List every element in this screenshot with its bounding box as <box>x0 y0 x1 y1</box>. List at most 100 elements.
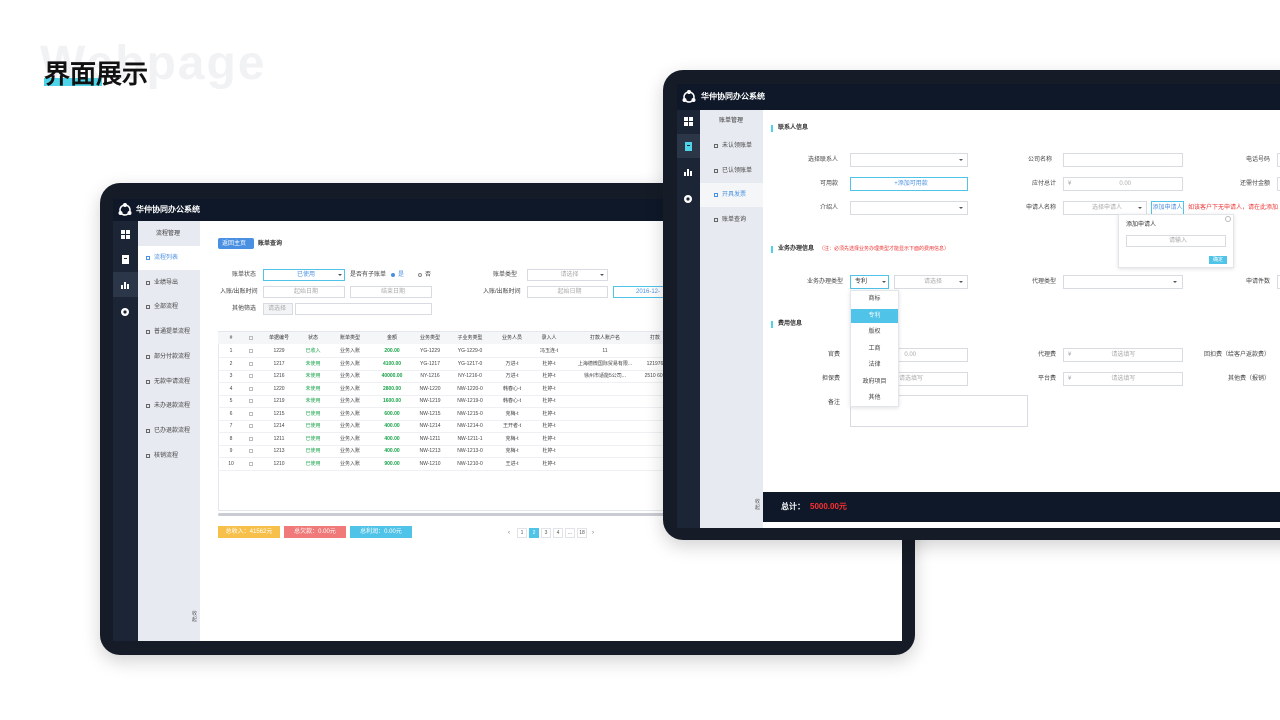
column-header: 业务人员 <box>501 335 522 341</box>
sub-select[interactable]: 请选择 <box>894 275 968 289</box>
dropdown-option[interactable]: 政府项目 <box>862 378 887 385</box>
type-select[interactable]: 请选择 <box>527 269 608 281</box>
page-button[interactable]: 4 <box>553 528 563 538</box>
menu-item[interactable]: 未认领账单 <box>722 143 753 149</box>
menu-item[interactable]: 核销流程 <box>154 452 179 459</box>
checkbox[interactable] <box>249 386 253 391</box>
field-label: 公司名称 <box>1027 157 1052 163</box>
radio-off[interactable] <box>418 273 422 277</box>
applicant-select[interactable]: 选择申请人 <box>1063 201 1147 215</box>
icon-grid[interactable] <box>684 117 693 126</box>
summary-pill: 总收入：41562元 <box>218 526 280 538</box>
icon-chart[interactable] <box>684 168 693 176</box>
phone-input[interactable] <box>1277 153 1280 167</box>
checkbox[interactable] <box>249 424 253 428</box>
checkbox[interactable] <box>249 349 253 353</box>
add-applicant[interactable]: 添加申请人 <box>1151 201 1184 215</box>
column-header: 录入人 <box>541 335 557 341</box>
button-label: +添加可用款 <box>894 181 928 187</box>
menu-item[interactable]: 部分付款流程 <box>154 353 191 360</box>
dropdown-option[interactable]: 版权 <box>868 329 881 335</box>
table-cell: 克梅-t <box>505 448 519 454</box>
table-cell: NW-1219 <box>419 398 441 404</box>
platform-input[interactable]: ¥ 请选填写 <box>1063 372 1183 386</box>
dropdown-option[interactable]: 专利 <box>868 312 881 319</box>
count-input[interactable] <box>1277 275 1280 289</box>
icon-grid[interactable] <box>121 230 130 239</box>
menu-item[interactable]: 无款申请流程 <box>154 378 191 385</box>
checkbox[interactable] <box>249 374 253 378</box>
table-cell: NW-1210 <box>419 460 441 467</box>
agency-input[interactable]: ¥ 请选填写 <box>1063 348 1183 362</box>
menu-item[interactable]: 全部流程 <box>154 304 179 311</box>
checkbox[interactable] <box>249 436 253 441</box>
checkbox[interactable] <box>249 449 253 453</box>
popover-confirm[interactable]: 确定 <box>1209 256 1227 264</box>
table-cell: 8 <box>229 435 233 442</box>
table-cell: 200.00 <box>384 348 400 354</box>
status-select[interactable]: 已使用 <box>263 269 345 281</box>
menu-item[interactable]: 已办退款流程 <box>154 427 191 434</box>
menu-item[interactable]: 业绩导出 <box>154 279 179 286</box>
company-input[interactable] <box>1063 153 1183 167</box>
menu-item[interactable]: 未办退款流程 <box>154 403 191 410</box>
back-label[interactable]: 返回主页 <box>222 241 247 247</box>
icon-chart[interactable] <box>121 281 130 289</box>
dropdown-option[interactable]: 商标 <box>868 296 881 302</box>
icon-doc[interactable] <box>685 142 692 151</box>
icon-gear[interactable] <box>120 307 130 317</box>
field-label: 业务办理类型 <box>806 279 843 285</box>
date-input[interactable]: 起始日期 <box>263 286 345 298</box>
table-cell: 1220 <box>273 385 285 392</box>
type-select[interactable]: 专利 <box>850 275 889 289</box>
popover-close[interactable] <box>1225 216 1231 222</box>
filter-label: 入账/出账时间 <box>483 289 521 295</box>
collapse[interactable]: 收起 <box>755 499 761 511</box>
other-select[interactable]: 请选择 <box>263 303 293 315</box>
table-cell: NW-1214-0 <box>457 423 483 429</box>
dropdown-option[interactable]: 其他 <box>868 395 881 401</box>
page-button[interactable]: ... <box>565 528 575 538</box>
add-available[interactable]: +添加可用款 <box>850 177 968 191</box>
checkbox[interactable] <box>249 361 253 366</box>
popover-input[interactable]: 请输入 <box>1126 235 1226 247</box>
checkbox[interactable] <box>249 399 253 403</box>
icon-gear[interactable] <box>683 194 693 204</box>
menu-item[interactable]: 已认领账单 <box>722 167 753 174</box>
menu-icon <box>146 453 150 458</box>
menu-item[interactable]: 开具发票 <box>722 192 747 199</box>
summary-pill: 总利润：0.00元 <box>350 526 412 538</box>
scrollbar[interactable] <box>218 513 678 516</box>
date-input[interactable]: 起始日期 <box>527 286 608 298</box>
other-input[interactable] <box>295 303 432 315</box>
radio-on[interactable] <box>391 273 395 277</box>
table-cell: NW-1220-0 <box>457 385 483 392</box>
table-cell: 克梅-t <box>505 435 519 442</box>
menu-item[interactable]: 普通提单流程 <box>154 329 191 336</box>
introducer-select[interactable] <box>850 201 968 215</box>
agent-select[interactable] <box>1063 275 1183 289</box>
checkbox[interactable] <box>249 461 253 466</box>
page-button[interactable]: 2 <box>529 528 539 538</box>
page-next[interactable]: › <box>592 530 594 536</box>
table-cell: 克梅-t <box>505 410 519 417</box>
icon-doc[interactable] <box>122 255 129 264</box>
row-line <box>218 394 678 396</box>
radio-label: 是 <box>398 272 405 278</box>
menu-item[interactable]: 账单查询 <box>722 217 747 224</box>
page-button[interactable]: 1 <box>517 528 527 538</box>
dropdown-option[interactable]: 法律 <box>868 362 881 368</box>
menu-item[interactable]: 流程列表 <box>154 255 179 261</box>
page-button[interactable]: 3 <box>541 528 551 538</box>
checkbox[interactable] <box>249 411 253 416</box>
collapse[interactable]: 收起 <box>192 611 198 623</box>
column-header: 账单类型 <box>339 335 360 341</box>
page-prev[interactable]: ‹ <box>508 530 510 536</box>
dropdown-option[interactable]: 工商 <box>868 345 881 352</box>
date-input[interactable]: 结束日期 <box>350 286 432 298</box>
table-cell: 业务入账 <box>339 448 360 454</box>
back-button[interactable] <box>218 238 254 249</box>
page-button[interactable]: 18 <box>577 528 587 538</box>
contact-select[interactable] <box>850 153 968 167</box>
checkbox[interactable] <box>249 336 253 340</box>
